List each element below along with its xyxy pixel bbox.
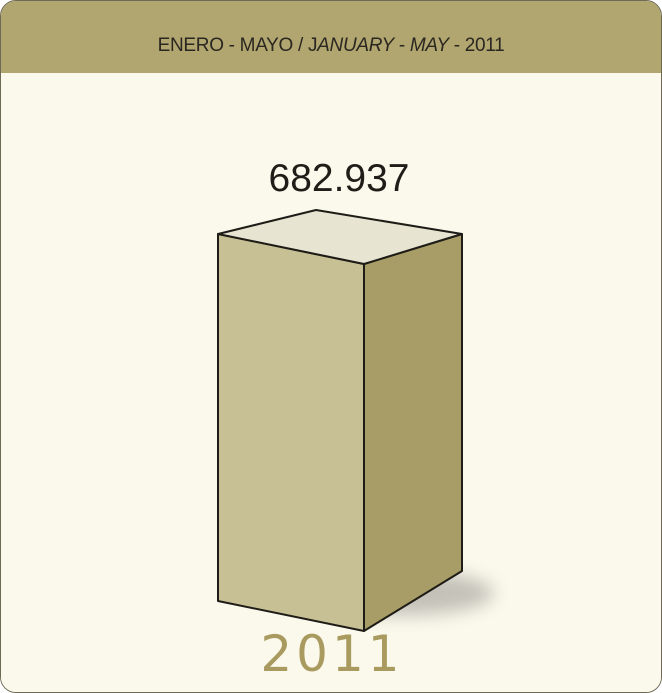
bar-category-label: 2011 [260, 625, 403, 683]
bar-side-face [363, 233, 463, 632]
header-title-year: - 2011 [448, 35, 505, 56]
bar-top-face [217, 209, 463, 265]
bar-value-label: 682.937 [269, 157, 410, 200]
header-title-may: MAY [409, 35, 449, 56]
header-title-separator: - [393, 35, 410, 56]
header-title: ENERO - MAYO / JANUARY - MAY - 2011 [1, 35, 661, 57]
header-title-prefix: ENERO - MAYO / J [157, 35, 318, 56]
bar-front-face [217, 233, 365, 632]
header-title-january: ANUARY [317, 35, 394, 56]
bars-layer: 682.937 2011 [217, 157, 494, 683]
header-band: ENERO - MAYO / JANUARY - MAY - 2011 [1, 1, 661, 73]
